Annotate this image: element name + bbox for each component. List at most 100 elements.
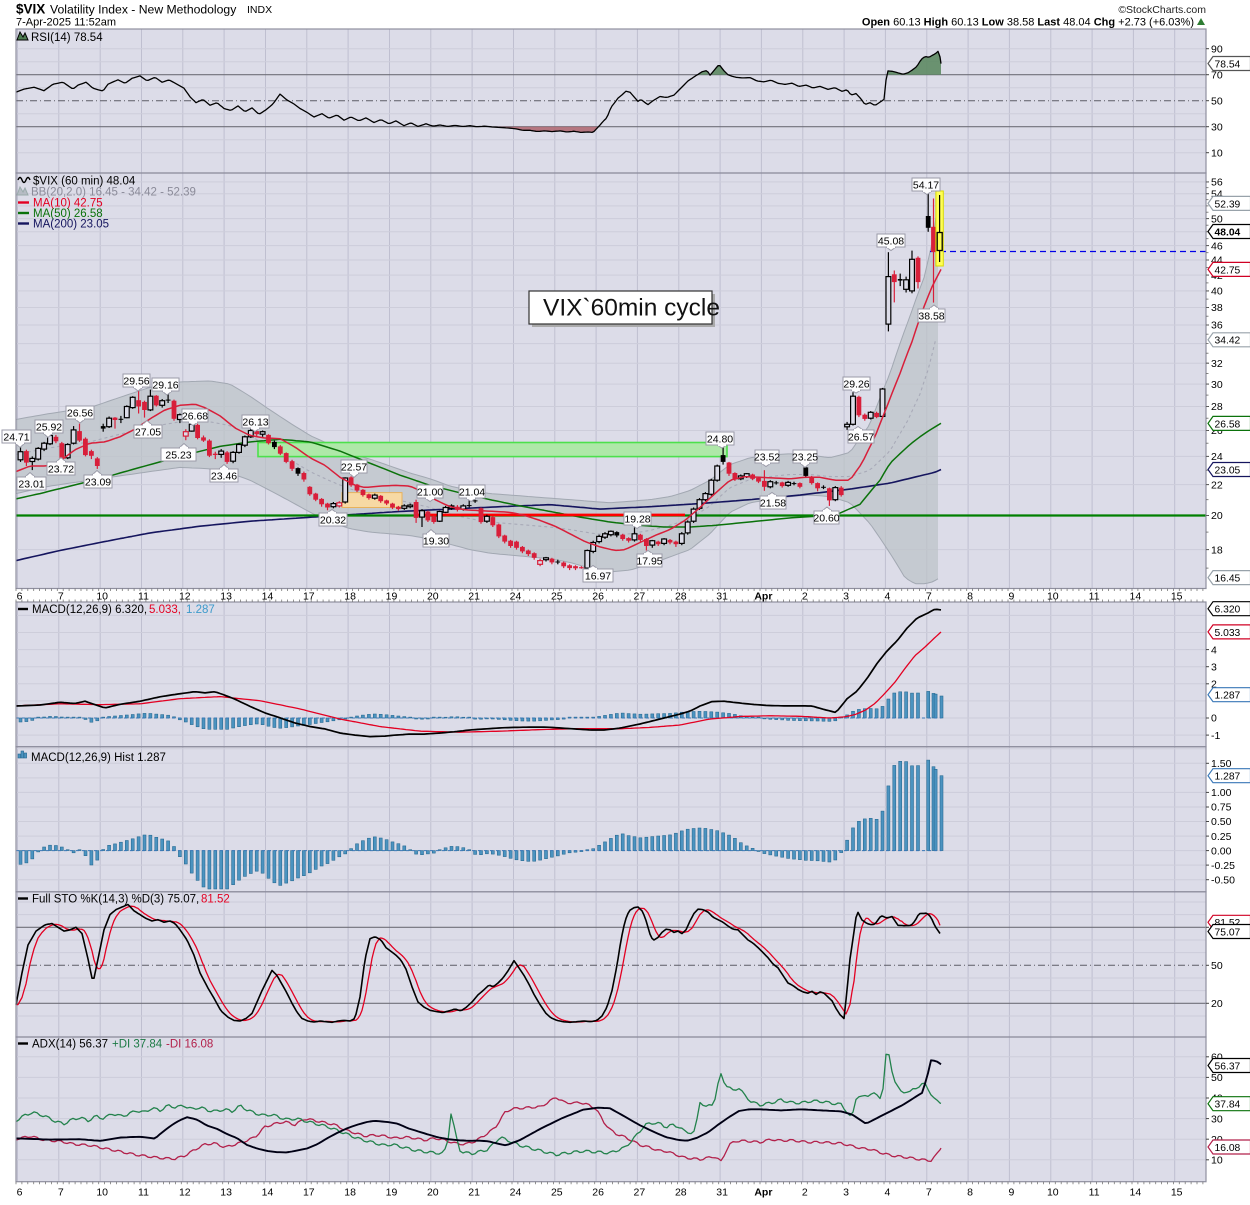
svg-text:10: 10 — [1047, 1187, 1059, 1199]
svg-text:18: 18 — [344, 591, 356, 603]
svg-text:56.37: 56.37 — [1215, 1061, 1241, 1072]
svg-text:23.52: 23.52 — [754, 451, 780, 463]
svg-text:27: 27 — [634, 1187, 646, 1199]
svg-text:15: 15 — [1171, 1187, 1183, 1199]
svg-text:29.56: 29.56 — [123, 375, 149, 387]
svg-text:Open 60.13 High 60.13 Low 38.5: Open 60.13 High 60.13 Low 38.58 Last 48.… — [862, 17, 1194, 29]
svg-text:8: 8 — [967, 1187, 973, 1199]
svg-text:25.92: 25.92 — [36, 421, 62, 433]
svg-text:19.30: 19.30 — [423, 535, 449, 547]
svg-text:38.58: 38.58 — [918, 310, 944, 322]
svg-text:Full STO %K(14,3) %D(3) 75.07,: Full STO %K(14,3) %D(3) 75.07, — [32, 894, 199, 906]
svg-text:BB(20,2.0) 16.45 - 34.42 - 52.: BB(20,2.0) 16.45 - 34.42 - 52.39 — [31, 187, 196, 199]
svg-text:3: 3 — [843, 1187, 849, 1199]
svg-text:29.16: 29.16 — [152, 379, 178, 391]
svg-text:30: 30 — [1211, 379, 1223, 391]
svg-text:9: 9 — [1008, 591, 1014, 603]
svg-text:4: 4 — [1211, 644, 1217, 656]
svg-text:10: 10 — [1211, 1155, 1223, 1167]
svg-text:MACD(12,26,9) 6.320,: MACD(12,26,9) 6.320, — [32, 604, 147, 616]
svg-text:90: 90 — [1211, 43, 1223, 55]
svg-text:0: 0 — [1211, 713, 1217, 725]
svg-text:78.54: 78.54 — [1215, 59, 1241, 70]
svg-text:16.45: 16.45 — [1215, 574, 1241, 585]
svg-text:38: 38 — [1211, 302, 1223, 314]
svg-text:0.75: 0.75 — [1211, 802, 1232, 814]
svg-text:11: 11 — [138, 591, 149, 603]
svg-text:75.07: 75.07 — [1215, 927, 1241, 938]
svg-text:20: 20 — [427, 1187, 439, 1199]
svg-text:23.25: 23.25 — [792, 451, 818, 463]
svg-text:4: 4 — [884, 591, 890, 603]
svg-text:26.13: 26.13 — [242, 416, 268, 428]
svg-text:$VIX: $VIX — [16, 2, 45, 17]
svg-text:28: 28 — [675, 591, 687, 603]
svg-text:32: 32 — [1211, 358, 1223, 370]
svg-text:29.26: 29.26 — [843, 378, 869, 390]
svg-text:18: 18 — [1211, 544, 1223, 556]
svg-text:RSI(14) 78.54: RSI(14) 78.54 — [31, 32, 103, 44]
svg-text:10: 10 — [1211, 147, 1223, 159]
svg-text:81.52: 81.52 — [201, 894, 230, 906]
svg-text:26.68: 26.68 — [182, 410, 208, 422]
svg-text:6: 6 — [17, 591, 23, 603]
svg-text:19: 19 — [386, 591, 398, 603]
svg-text:21.00: 21.00 — [417, 486, 443, 498]
svg-text:10: 10 — [96, 1187, 108, 1199]
svg-text:20: 20 — [1211, 998, 1223, 1010]
svg-text:-0.50: -0.50 — [1211, 874, 1235, 886]
svg-text:3: 3 — [843, 591, 849, 603]
svg-text:24.80: 24.80 — [707, 433, 733, 445]
svg-text:14: 14 — [1130, 591, 1142, 603]
svg-text:13: 13 — [220, 1187, 232, 1199]
svg-text:11: 11 — [1089, 1187, 1100, 1199]
svg-text:50: 50 — [1211, 1072, 1223, 1084]
svg-text:54: 54 — [1211, 188, 1223, 200]
svg-text:20.32: 20.32 — [320, 514, 346, 526]
svg-text:Apr: Apr — [754, 1187, 772, 1199]
svg-text:1.287: 1.287 — [1215, 772, 1241, 783]
svg-text:48.04: 48.04 — [1215, 227, 1241, 238]
svg-text:50: 50 — [1211, 960, 1223, 972]
svg-text:23.46: 23.46 — [211, 470, 237, 482]
svg-text:0.00: 0.00 — [1211, 845, 1232, 857]
svg-text:+DI 37.84: +DI 37.84 — [112, 1039, 163, 1051]
svg-text:MACD(12,26,9) Hist 1.287: MACD(12,26,9) Hist 1.287 — [31, 752, 166, 764]
svg-text:31: 31 — [716, 1187, 728, 1199]
svg-text:19: 19 — [386, 1187, 398, 1199]
svg-text:24.71: 24.71 — [3, 431, 29, 443]
svg-text:60: 60 — [1211, 1052, 1223, 1064]
svg-text:24: 24 — [510, 591, 522, 603]
svg-text:14: 14 — [262, 1187, 274, 1199]
svg-text:54.17: 54.17 — [913, 179, 939, 191]
svg-text:21: 21 — [468, 591, 480, 603]
svg-text:14: 14 — [1130, 1187, 1142, 1199]
svg-text:22.57: 22.57 — [341, 461, 367, 473]
svg-text:26: 26 — [592, 591, 604, 603]
svg-text:26: 26 — [1211, 425, 1223, 437]
svg-text:23.01: 23.01 — [18, 478, 44, 490]
svg-text:0.25: 0.25 — [1211, 831, 1232, 843]
svg-text:7: 7 — [926, 1187, 932, 1199]
svg-text:25: 25 — [551, 591, 563, 603]
svg-text:37.84: 37.84 — [1215, 1100, 1241, 1111]
svg-text:1.287: 1.287 — [1215, 691, 1241, 702]
svg-text:0.50: 0.50 — [1211, 816, 1232, 828]
svg-text:Apr: Apr — [754, 591, 772, 603]
svg-text:2: 2 — [802, 1187, 808, 1199]
svg-text:23.09: 23.09 — [85, 476, 111, 488]
svg-text:10: 10 — [1047, 591, 1059, 603]
svg-text:26.57: 26.57 — [848, 431, 874, 443]
svg-text:MA(200) 23.05: MA(200) 23.05 — [33, 219, 109, 231]
svg-text:45.08: 45.08 — [878, 235, 904, 247]
svg-text:MA(50) 26.58: MA(50) 26.58 — [33, 208, 103, 220]
svg-text:17.95: 17.95 — [636, 555, 662, 567]
svg-text:20.60: 20.60 — [813, 512, 839, 524]
svg-text:7: 7 — [926, 591, 932, 603]
svg-text:23.05: 23.05 — [1215, 465, 1241, 476]
svg-text:11: 11 — [138, 1187, 149, 1199]
svg-text:50: 50 — [1211, 95, 1223, 107]
svg-text:12: 12 — [179, 591, 191, 603]
svg-text:24: 24 — [1211, 451, 1223, 463]
svg-text:70: 70 — [1211, 69, 1223, 81]
